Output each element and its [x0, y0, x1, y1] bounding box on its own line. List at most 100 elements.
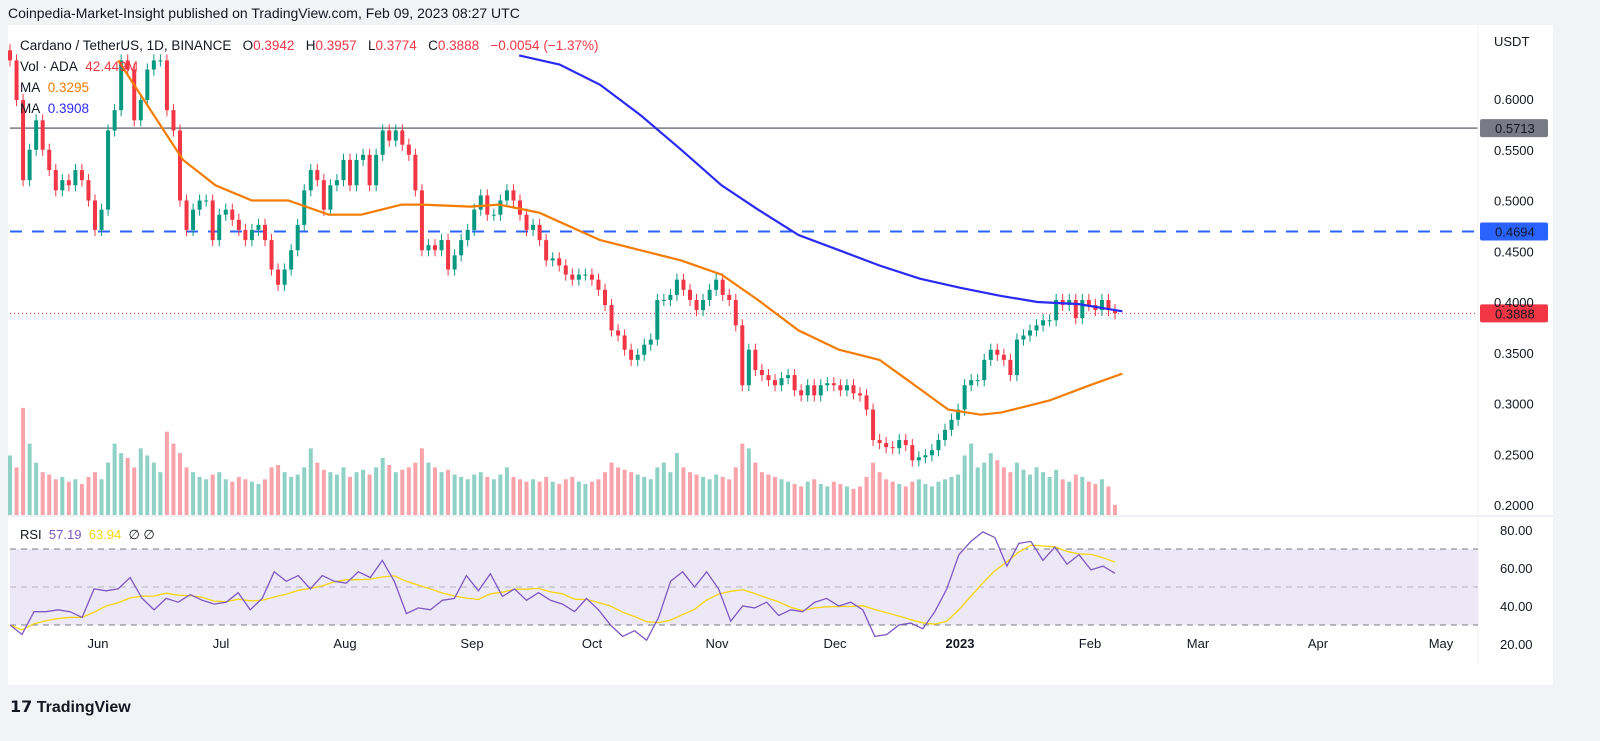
candle-body — [413, 154, 418, 191]
candle-body — [426, 245, 431, 251]
volume-bar — [1099, 479, 1104, 515]
candle-body — [112, 110, 117, 131]
candle-body — [491, 214, 496, 216]
volume-bar — [374, 467, 379, 515]
candle-body — [864, 395, 869, 410]
volume-bar — [66, 481, 71, 515]
candle-body — [766, 375, 771, 381]
candle-body — [361, 154, 366, 160]
published-header: Coinpedia-Market-Insight published on Tr… — [8, 5, 520, 21]
volume-bar — [962, 455, 967, 515]
candle-body — [550, 258, 555, 261]
candle-body — [589, 274, 594, 280]
volume-bar — [897, 484, 902, 515]
candle-body — [1099, 299, 1104, 311]
rsi-ma-value: 63.94 — [88, 527, 122, 542]
volume-bar — [1001, 467, 1006, 515]
ma-fast-value: 0.3295 — [47, 80, 90, 95]
volume-bar — [518, 479, 522, 515]
low-value: 0.3774 — [375, 38, 417, 53]
candle-body — [53, 170, 58, 191]
candle-body — [256, 224, 261, 230]
volume-bar — [230, 481, 235, 515]
volume-bar — [1047, 476, 1052, 515]
ma-fast-legend[interactable]: MA 0.3295 — [20, 80, 89, 95]
candle-body — [315, 170, 320, 181]
tv-logo-icon: 𝟭𝟳 — [10, 699, 37, 716]
volume-bar — [504, 467, 509, 515]
candle-body — [544, 240, 549, 261]
volume-bar — [249, 481, 254, 515]
volume-bar — [86, 476, 91, 515]
candle-body — [328, 185, 333, 210]
candle-body — [714, 279, 719, 290]
high-value: 0.3957 — [315, 38, 357, 53]
volume-bar — [688, 472, 692, 515]
volume-bar — [380, 457, 385, 515]
volume-bar — [1008, 472, 1013, 515]
rsi-tick-label: 60.00 — [1500, 561, 1533, 576]
candle-body — [217, 214, 222, 241]
candle-body — [40, 120, 45, 150]
tradingview-logo[interactable]: 𝟭𝟳 TradingView — [10, 697, 131, 717]
volume-legend[interactable]: Vol · ADA 42.449M — [20, 59, 138, 74]
volume-bar — [282, 472, 287, 515]
candle-body — [125, 60, 130, 70]
volume-bar — [851, 488, 856, 515]
volume-bar — [511, 476, 516, 515]
currency-label: USDT — [1494, 34, 1529, 49]
volume-bar — [753, 462, 758, 515]
volume-bar — [603, 472, 607, 515]
volume-bar — [53, 479, 58, 515]
volume-bar — [295, 474, 300, 515]
candle-body — [969, 380, 974, 386]
volume-bar — [197, 476, 202, 515]
candle-body — [962, 385, 967, 410]
volume-bar — [995, 460, 1000, 515]
rsi-axis: 80.00 60.00 40.00 20.00 — [1500, 523, 1533, 652]
candle-body — [929, 450, 934, 456]
candle-body — [720, 279, 725, 295]
volume-bar — [576, 481, 581, 515]
candle-body — [446, 240, 451, 270]
volume-bar — [1086, 481, 1091, 515]
volume-bar — [838, 484, 843, 515]
candle-body — [518, 200, 522, 215]
rsi-extra-values: ∅ ∅ — [128, 527, 155, 542]
candle-body — [341, 159, 346, 181]
symbol-name[interactable]: Cardano / TetherUS, 1D, BINANCE — [20, 38, 232, 53]
candle-body — [158, 60, 163, 62]
candle-body — [1001, 354, 1006, 360]
candle-body — [688, 289, 692, 300]
volume-bar — [825, 486, 830, 515]
volume-bar — [799, 486, 804, 515]
volume-label: Vol · ADA — [20, 59, 78, 74]
rsi-legend[interactable]: RSI 57.19 63.94 ∅ ∅ — [20, 527, 155, 543]
candle-body — [655, 299, 660, 340]
candle-body — [171, 110, 176, 131]
volume-bar — [269, 467, 274, 515]
open-label: O — [242, 38, 254, 53]
volume-bar — [949, 476, 954, 515]
volume-bar — [419, 448, 424, 515]
volume-bar — [661, 462, 666, 515]
volume-bar — [79, 484, 84, 515]
volume-bar — [818, 484, 823, 515]
candle-body — [321, 180, 326, 210]
volume-bar — [465, 479, 470, 515]
volume-bar — [674, 453, 679, 515]
candle-body — [47, 149, 52, 171]
volume-bar — [1014, 462, 1019, 515]
volume-bar — [393, 472, 398, 515]
ma-slow-legend[interactable]: MA 0.3908 — [20, 101, 89, 116]
volume-bar — [256, 484, 261, 515]
candle-body — [773, 380, 777, 386]
candle-body — [178, 130, 182, 201]
volume-bar — [943, 479, 947, 515]
volume-bar — [871, 462, 876, 515]
volume-bar — [642, 476, 647, 515]
candle-body — [387, 130, 392, 141]
volume-bar — [720, 476, 725, 515]
candle-body — [818, 385, 823, 396]
